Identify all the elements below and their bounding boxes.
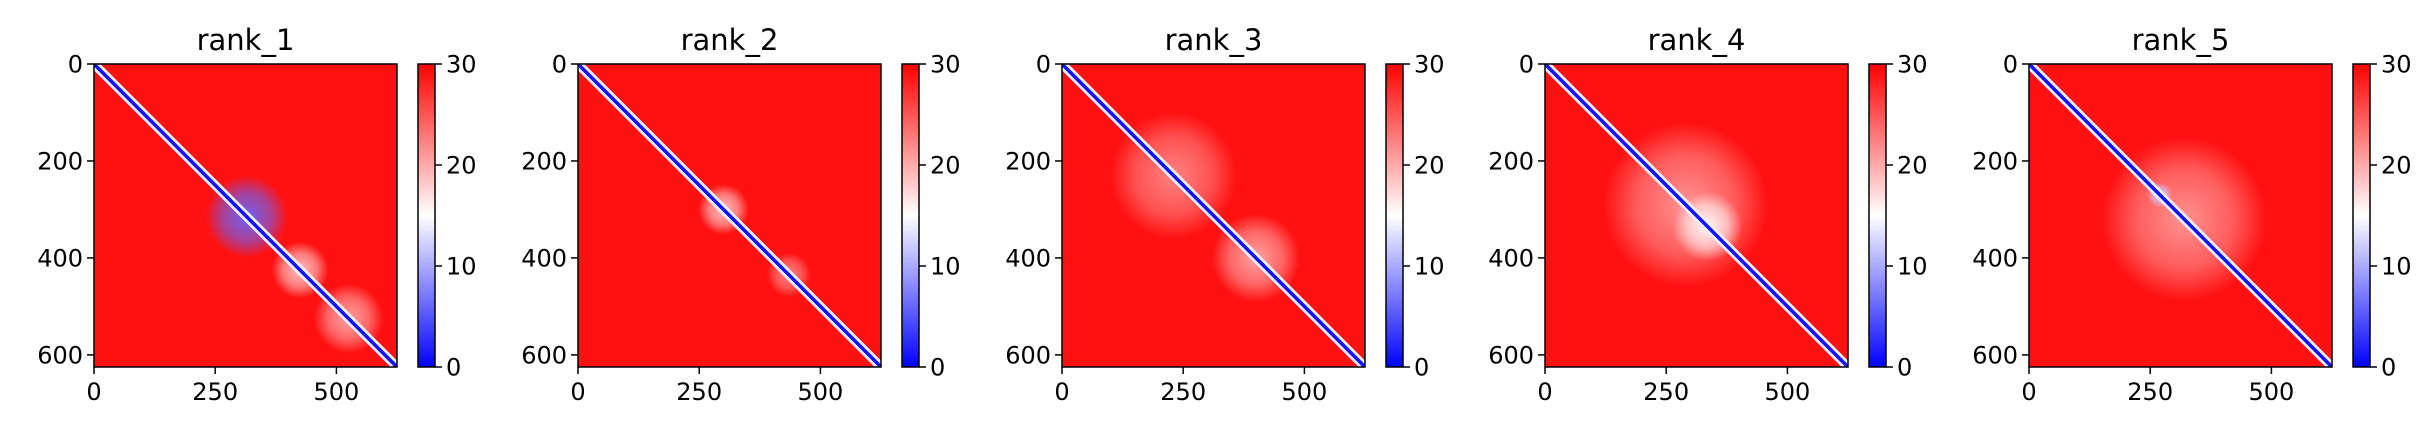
y-tick-label: 400 [521, 244, 567, 272]
y-tick-label: 400 [1972, 244, 2018, 272]
axes-frame [577, 63, 882, 368]
axes-frame [1544, 63, 1849, 368]
x-tick-label: 250 [676, 378, 722, 406]
panel-title: rank_4 [1648, 23, 1746, 57]
x-tick-label: 500 [1281, 378, 1327, 406]
y-tick-label: 600 [1488, 341, 1534, 369]
panel-title: rank_3 [1165, 23, 1263, 57]
colorbar [1868, 63, 1887, 368]
colorbar-tick-label: 30 [446, 51, 477, 79]
x-tick-label: 0 [1537, 378, 1552, 406]
x-tick-label: 500 [313, 378, 359, 406]
y-tick-label: 0 [1036, 51, 1051, 79]
y-tick-label: 200 [37, 147, 83, 175]
x-tick-label: 0 [1054, 378, 1069, 406]
y-tick-label: 400 [1488, 244, 1534, 272]
colorbar-tick-label: 20 [1897, 152, 1928, 180]
colorbar-tick-label: 0 [1414, 354, 1429, 382]
x-tick-label: 500 [2248, 378, 2294, 406]
diagonal-band [2029, 64, 2332, 367]
colorbar-tick-label: 0 [446, 354, 461, 382]
colorbar [1385, 63, 1404, 368]
colorbar-tick-label: 30 [1897, 51, 1928, 79]
axes-frame [1061, 63, 1366, 368]
y-tick-label: 400 [37, 244, 83, 272]
y-tick-label: 0 [1519, 51, 1534, 79]
colorbar-tick-label: 20 [2381, 152, 2412, 180]
colorbar-tick-label: 10 [1414, 253, 1445, 281]
colorbar-tick-label: 0 [1897, 354, 1912, 382]
heatmap-panel-5: 0 250 500 0 200 400 600 rank_5 0 10 20 30 [1972, 23, 2411, 406]
y-tick-label: 200 [1488, 147, 1534, 175]
y-tick-label: 600 [37, 341, 83, 369]
diagonal-band [94, 64, 397, 367]
x-tick-label: 0 [2021, 378, 2036, 406]
panel-title: rank_1 [197, 23, 295, 57]
colorbar-tick-label: 20 [930, 152, 961, 180]
diagonal-band [1545, 64, 1848, 367]
y-tick-label: 200 [1972, 147, 2018, 175]
x-tick-label: 0 [570, 378, 585, 406]
colorbar-tick-label: 10 [446, 253, 477, 281]
colorbar [901, 63, 920, 368]
heatmap-panel-2: 0 250 500 0 200 400 600 rank_2 0 10 20 30 [521, 23, 960, 406]
axes-frame [93, 63, 398, 368]
y-tick-label: 0 [68, 51, 83, 79]
y-tick-label: 0 [552, 51, 567, 79]
x-tick-label: 250 [192, 378, 238, 406]
colorbar-tick-label: 30 [1414, 51, 1445, 79]
colorbar-tick-label: 30 [930, 51, 961, 79]
y-tick-label: 200 [521, 147, 567, 175]
colorbar-tick-label: 0 [930, 354, 945, 382]
panel-title: rank_2 [681, 23, 779, 57]
colorbar-tick-label: 10 [1897, 253, 1928, 281]
x-tick-label: 250 [1643, 378, 1689, 406]
colorbar [2352, 63, 2371, 368]
colorbar-tick-label: 10 [2381, 253, 2412, 281]
colorbar [417, 63, 436, 368]
y-tick-label: 400 [1005, 244, 1051, 272]
heatmap-panel-1: 0 250 500 0 200 400 600 rank_1 0 10 20 30 [37, 23, 476, 406]
x-tick-label: 250 [1160, 378, 1206, 406]
colorbar-tick-label: 10 [930, 253, 961, 281]
x-tick-label: 250 [2127, 378, 2173, 406]
colorbar-tick-label: 20 [446, 152, 477, 180]
x-tick-label: 500 [797, 378, 843, 406]
diagonal-band [1062, 64, 1365, 367]
y-tick-label: 600 [1005, 341, 1051, 369]
diagonal-band [578, 64, 881, 367]
x-tick-label: 500 [1764, 378, 1810, 406]
colorbar-tick-label: 30 [2381, 51, 2412, 79]
colorbar-tick-label: 0 [2381, 354, 2396, 382]
y-tick-label: 600 [521, 341, 567, 369]
heatmap-panel-4: 0 250 500 0 200 400 600 rank_4 0 10 20 30 [1488, 23, 1927, 406]
y-tick-label: 200 [1005, 147, 1051, 175]
axes-frame [2028, 63, 2333, 368]
colorbar-tick-label: 20 [1414, 152, 1445, 180]
heatmap-panel-3: 0 250 500 0 200 400 600 rank_3 0 10 20 30 [1005, 23, 1444, 406]
y-tick-label: 600 [1972, 341, 2018, 369]
panel-title: rank_5 [2132, 23, 2230, 57]
y-tick-label: 0 [2003, 51, 2018, 79]
x-tick-label: 0 [86, 378, 101, 406]
